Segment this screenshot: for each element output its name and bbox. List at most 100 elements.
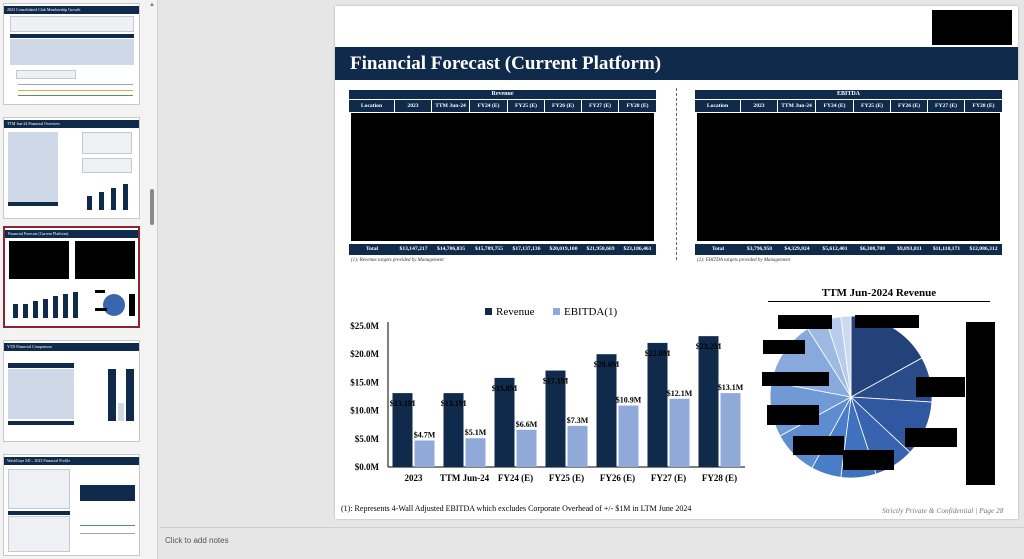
ebitda-bar <box>465 438 486 467</box>
ebitda-data-label: $4.7M <box>414 430 436 439</box>
slide-thumbnail-2[interactable]: TTM Jun-24 Financial Overview <box>3 117 140 219</box>
column-header: 2023 <box>741 100 778 112</box>
title-bar: Financial Forecast (Current Platform) <box>335 47 1018 80</box>
redacted-pie-label <box>916 377 965 397</box>
total-cell: $13,147,217 <box>399 246 428 252</box>
total-cell: $9,893,811 <box>897 246 922 252</box>
notes-pane[interactable]: Click to add notes <box>160 527 1024 559</box>
slide-thumbnail-4[interactable]: YTD Financial Comparison <box>3 340 140 442</box>
slide-canvas[interactable]: Financial Forecast (Current Platform) Re… <box>335 6 1018 519</box>
total-cell: $3,796,958 <box>746 246 773 252</box>
thumbnail-table <box>8 369 74 419</box>
thumbnail-redacted-table <box>75 241 135 279</box>
column-header: FY25 (E) <box>854 100 891 112</box>
revenue-data-label: $23.2M <box>696 342 722 351</box>
thumbnail-bar <box>118 403 124 421</box>
thumbnail-bar <box>43 299 48 318</box>
revenue-data-label: $13.1M <box>390 399 416 408</box>
thumbnail-table <box>8 132 58 202</box>
slide-thumbnail-panel[interactable]: ▲ 2023 Consolidated Club Membership Grow… <box>0 0 158 559</box>
thumbnail-bar <box>99 192 104 210</box>
thumbnail-bar <box>13 304 18 318</box>
thumbnail-table <box>8 516 70 552</box>
thumbnail-title: 2023 Consolidated Club Membership Growth <box>4 6 139 14</box>
thumbnail-line <box>18 84 133 85</box>
redacted-table-body <box>351 113 654 241</box>
section-divider <box>676 88 677 260</box>
ebitda-table-columns: Location 2023 TTM Jun-24 FY24 (E) FY25 (… <box>695 100 1002 112</box>
thumbnail-redaction <box>95 290 105 293</box>
total-cell: $15,789,755 <box>475 246 503 252</box>
thumbnail-bar <box>63 294 68 318</box>
ebitda-bar <box>414 440 435 467</box>
thumbnail-bar <box>33 301 38 318</box>
slide-thumbnail-1[interactable]: 2023 Consolidated Club Membership Growth <box>3 3 140 105</box>
revenue-ebitda-bar-chart[interactable]: Revenue EBITDA(1) $0.0M $5.0M $10.0M $15.0M $2… <box>335 296 755 496</box>
column-header: Location <box>349 100 395 112</box>
redacted-pie-label <box>793 436 844 455</box>
total-cell: Total <box>711 246 725 252</box>
thumbnail-line <box>18 95 133 96</box>
x-tick-label: FY27 (E) <box>651 473 686 483</box>
ebitda-data-label: $13.1M <box>718 383 744 392</box>
total-cell: $4,329,824 <box>784 246 810 252</box>
total-cell: $5,612,401 <box>822 246 848 252</box>
x-tick-label: FY28 (E) <box>702 473 737 483</box>
legend-swatch <box>553 308 560 315</box>
slide-thumbnail-5[interactable]: WashGuys SD – 2023 Financial Profile <box>3 454 140 556</box>
revenue-table-columns: Location 2023 TTM Jun-24 FY24 (E) FY25 (… <box>349 100 656 112</box>
column-header: 2023 <box>395 100 432 112</box>
total-cell: $21,958,669 <box>586 246 615 252</box>
notes-placeholder[interactable]: Click to add notes <box>165 536 229 545</box>
thumbnail-bar <box>111 188 116 210</box>
y-tick-label: $5.0M <box>355 434 380 444</box>
revenue-bar <box>494 377 515 467</box>
y-tick-label: $20.0M <box>350 349 379 359</box>
revenue-data-label: $17.1M <box>543 377 569 386</box>
revenue-bar <box>545 370 566 467</box>
redacted-pie-label <box>767 405 819 425</box>
ebitda-bar <box>720 393 741 467</box>
thumbnail-title: WashGuys SD – 2023 Financial Profile <box>4 457 139 465</box>
column-header: FY26 (E) <box>545 100 582 112</box>
y-tick-label: $10.0M <box>350 406 379 416</box>
redacted-pie-label <box>855 315 919 328</box>
slide-title[interactable]: Financial Forecast (Current Platform) <box>350 53 662 74</box>
ebitda-table-note: (2): EBITDA targets provided by Manageme… <box>697 258 790 263</box>
revenue-data-label: $15.8M <box>492 384 518 393</box>
thumbnail-table-total <box>8 202 58 206</box>
legend-label: Revenue <box>496 306 535 318</box>
slide-footnote: (1): Represents 4-Wall Adjusted EBITDA w… <box>341 504 692 513</box>
revenue-table[interactable]: Revenue Location 2023 TTM Jun-24 FY24 (E… <box>349 90 656 263</box>
ebitda-data-label: $12.1M <box>667 389 693 398</box>
revenue-bar <box>647 342 668 467</box>
y-tick-label: $15.0M <box>350 377 379 387</box>
ebitda-table[interactable]: EBITDA Location 2023 TTM Jun-24 FY24 (E)… <box>695 90 1002 263</box>
column-header: FY27 (E) <box>928 100 965 112</box>
thumbnail-redaction <box>95 308 107 311</box>
pie-chart-title: TTM Jun-2024 Revenue <box>821 287 937 299</box>
thumbnail-redaction <box>129 294 135 316</box>
ebitda-data-label: $10.9M <box>616 396 642 405</box>
revenue-data-label: $20.0M <box>594 360 620 369</box>
redacted-logo <box>932 10 1012 45</box>
thumbnail-table-header <box>8 363 74 368</box>
y-tick-label: $0.0M <box>355 462 380 472</box>
slide-thumbnail-3[interactable]: Financial Forecast (Current Platform) <box>3 226 140 328</box>
thumbnail-table <box>8 469 70 509</box>
column-header: TTM Jun-24 <box>432 100 470 112</box>
thumbnail-bar <box>123 184 128 210</box>
ebitda-bar <box>669 398 690 467</box>
thumbnail-title: Financial Forecast (Current Platform) <box>5 230 138 238</box>
total-cell: $23,186,461 <box>623 246 652 252</box>
thumbnail-scrollbar[interactable] <box>150 189 154 225</box>
column-header: FY27 (E) <box>582 100 619 112</box>
redacted-pie-label <box>843 450 894 470</box>
scroll-up-icon[interactable]: ▲ <box>149 2 155 8</box>
ebitda-bar <box>567 425 588 467</box>
column-header: Location <box>695 100 741 112</box>
total-cell: $20,019,100 <box>549 246 578 252</box>
thumbnail-table-header <box>8 511 70 515</box>
column-header: FY25 (E) <box>508 100 545 112</box>
thumbnail-pie <box>103 294 125 316</box>
